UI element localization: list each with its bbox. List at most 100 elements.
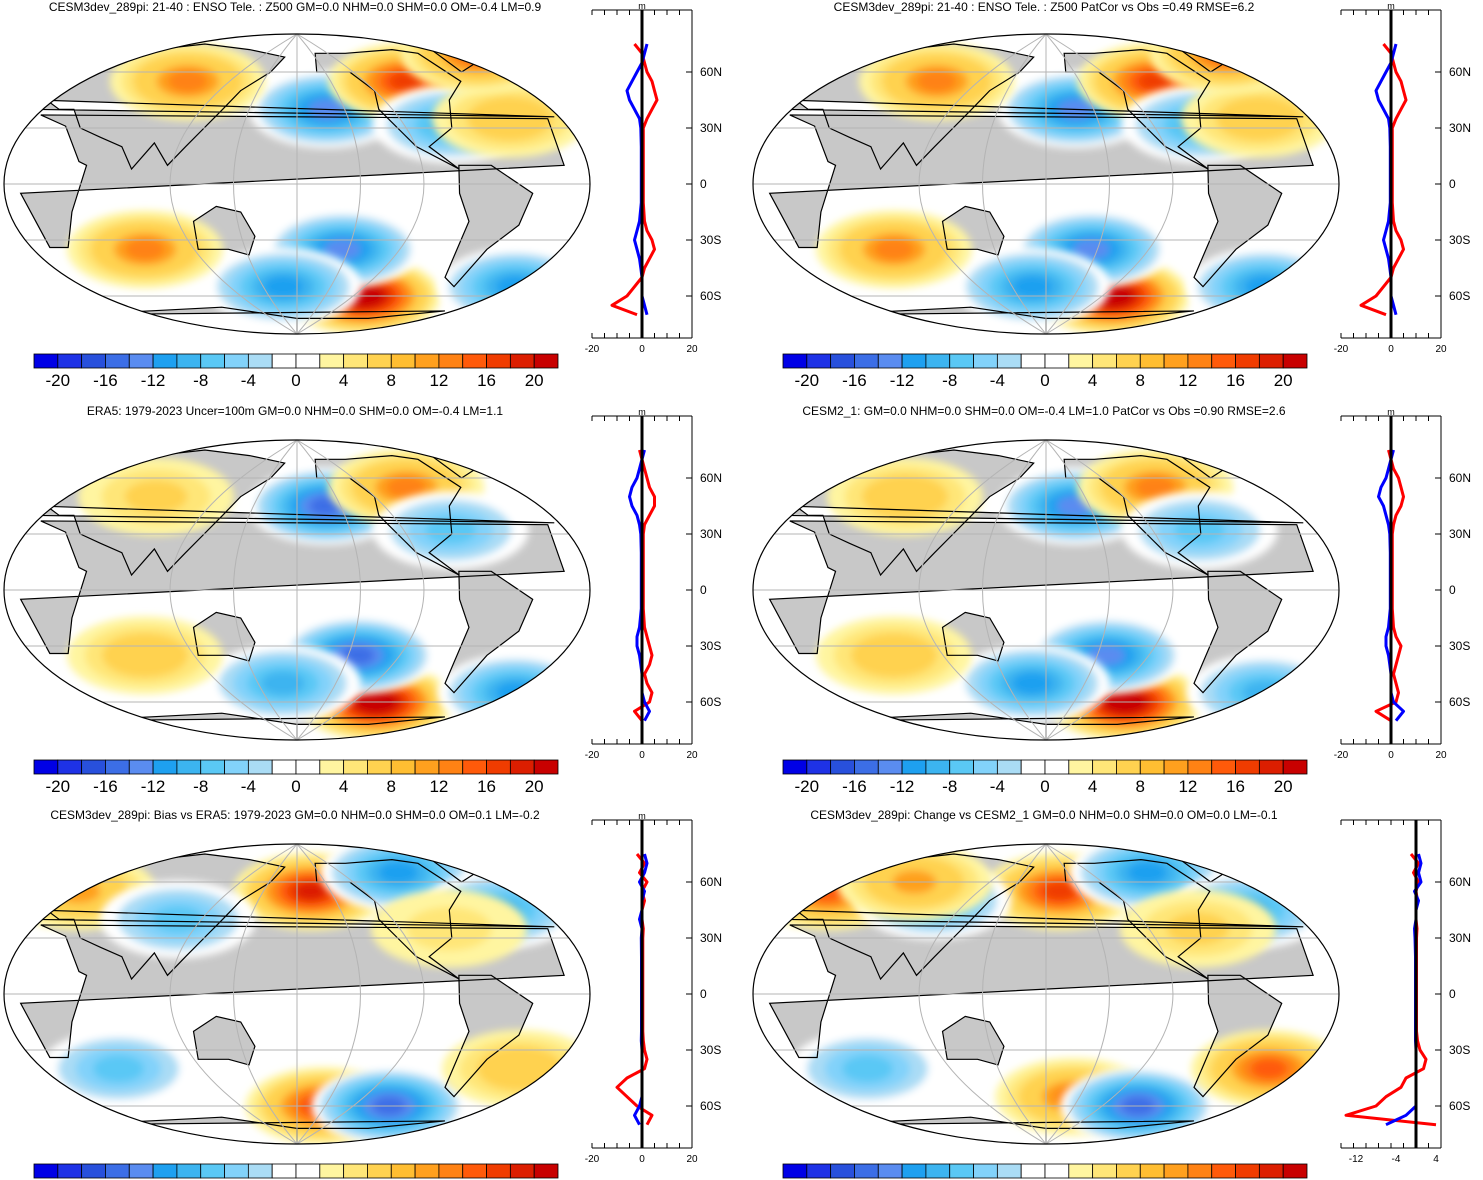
colorbar-swatch [533, 353, 559, 369]
colorbar-tick-label: 8 [1136, 777, 1145, 796]
profile-line-positive [1344, 853, 1437, 1127]
colorbar-swatch [1044, 1163, 1070, 1179]
colorbar-swatch [1044, 353, 1070, 369]
coastline [314, 454, 462, 576]
anomaly-south-atlantic [1186, 653, 1339, 732]
colorbar-swatch [1068, 1163, 1094, 1179]
colorbar-swatch [224, 353, 249, 369]
lon-gridline [918, 844, 1047, 1144]
coastline [941, 205, 1005, 256]
colorbar-tick-label: -20 [795, 371, 820, 390]
coastline [941, 1015, 1005, 1066]
coastline [1063, 858, 1211, 980]
colorbar-tick-label: -4 [990, 777, 1005, 796]
coastline [444, 570, 534, 694]
colorbar-swatch [486, 759, 511, 775]
colorbar-swatch [854, 759, 879, 775]
lon-gridline [982, 844, 1047, 1144]
colorbar-tick-label: 8 [1136, 371, 1145, 390]
colorbar-swatch [295, 353, 321, 369]
lon-gridline [169, 440, 298, 740]
anomaly-southwest-pacific [953, 644, 1110, 723]
profile-lat-label: 30N [1449, 121, 1471, 135]
anomaly-southwest-pacific [205, 247, 362, 326]
lon-gridline [1045, 844, 1110, 1144]
colorbar-swatch [1187, 353, 1213, 369]
panel-title: ERA5: 1979-2023 Uncer=100m GM=0.0 NHM=0.… [86, 404, 504, 418]
profile-lat-label: 30N [1449, 527, 1471, 541]
lon-gridline [1045, 34, 1174, 334]
colorbar-swatch [295, 759, 321, 775]
coastline [192, 205, 256, 256]
panel-title: CESM3dev_289pi: 21-40 : ENSO Tele. : Z50… [833, 0, 1255, 14]
panel-era5: ERA5: 1979-2023 Uncer=100m GM=0.0 NHM=0.… [0, 400, 741, 796]
colorbar-swatch [1235, 1163, 1260, 1179]
profile-x-tick-label: -20 [585, 1154, 600, 1165]
profile-lat-label: 60S [700, 695, 721, 709]
colorbar-tick-label: -20 [46, 371, 71, 390]
anomaly-south-atlantic [1186, 247, 1339, 326]
colorbar-swatch [343, 353, 368, 369]
map-border [752, 843, 1340, 1145]
colorbar-swatch [438, 1163, 464, 1179]
colorbar-tick-label: 8 [387, 371, 396, 390]
colorbar-swatch [1235, 759, 1260, 775]
panel-cesm2: CESM2_1: GM=0.0 NHM=0.0 SHM=0.0 OM=-0.4 … [749, 400, 1483, 796]
coastline [1193, 570, 1283, 694]
colorbar-swatch [1258, 1163, 1284, 1179]
colorbar-tick-label: -8 [942, 371, 957, 390]
zonal-profile: -20 0 20 m 60N 30N 0 30S 60S [585, 811, 722, 1165]
colorbar-swatch [152, 1163, 178, 1179]
anomaly-southeast-us [370, 889, 527, 968]
colorbar-swatch [343, 759, 368, 775]
colorbar-swatch [1187, 1163, 1213, 1179]
colorbar-swatch [271, 759, 297, 775]
colorbar-swatch [996, 759, 1022, 775]
colorbar-tick-label: -4 [990, 371, 1005, 390]
colorbar-swatch [782, 759, 808, 775]
colorbar-swatch [1282, 353, 1308, 369]
colorbar-swatch [367, 353, 392, 369]
colorbar-swatch [533, 1163, 559, 1179]
colorbar-swatch [224, 1163, 249, 1179]
profile-unit-label: m [638, 811, 646, 821]
zonal-profile: -20 0 20 m 60N 30N 0 30S 60S [1334, 1, 1471, 355]
profile-lat-label: 0 [700, 583, 707, 597]
colorbar: -20 -16 -12 -8 -4 0 4 8 12 16 20 [782, 759, 1308, 796]
colorbar-swatch [1020, 1163, 1046, 1179]
colorbar-swatch [271, 1163, 297, 1179]
colorbar-swatch [949, 759, 974, 775]
coastline [314, 48, 462, 170]
anomaly-arctic [1149, 34, 1306, 93]
colorbar-swatch [877, 353, 903, 369]
anomaly-southeast-us [372, 491, 529, 570]
colorbar-swatch [57, 759, 83, 775]
colorbar-swatch [533, 759, 559, 775]
coastline [1063, 454, 1211, 576]
profile-line-positive [633, 449, 656, 722]
profile-lat-label: 60N [700, 471, 722, 485]
lon-gridline [169, 844, 298, 1144]
anomaly-indian-ocean [816, 210, 973, 289]
coastline [941, 611, 1005, 662]
panel-bias: CESM3dev_289pi: Bias vs ERA5: 1979-2023 … [0, 800, 741, 1179]
colorbar-tick-label: -16 [842, 371, 867, 390]
colorbar-tick-label: -4 [241, 371, 256, 390]
profile-line-positive [1359, 43, 1408, 317]
profile-lat-label: 60S [700, 289, 721, 303]
colorbar-swatch [128, 1163, 154, 1179]
land-mass [942, 1016, 1004, 1065]
map-canvas: -20-16-12-8-4048121620-20020m60N30N030S6… [3, 811, 722, 1179]
profile-x-tick-label: -12 [1349, 1154, 1364, 1165]
colorbar-swatch [247, 759, 273, 775]
profile-line-positive [615, 853, 654, 1126]
map-border [3, 843, 591, 1145]
colorbar-tick-label: 8 [387, 777, 396, 796]
panel-title: CESM2_1: GM=0.0 NHM=0.0 SHM=0.0 OM=-0.4 … [802, 404, 1286, 418]
colorbar-tick-label: -8 [193, 777, 208, 796]
profile-lat-label: 0 [700, 987, 707, 1001]
map-border [752, 439, 1340, 741]
profile-x-tick-label: 0 [1388, 344, 1394, 355]
profile-lat-label: 0 [700, 177, 707, 191]
